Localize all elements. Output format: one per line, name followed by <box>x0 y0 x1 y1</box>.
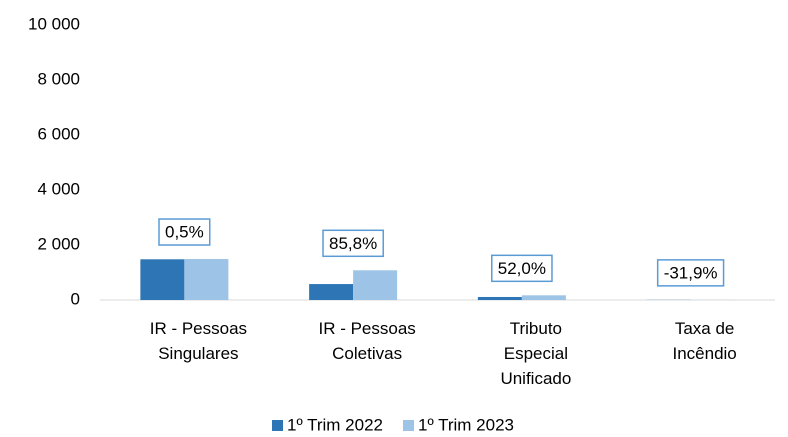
annotation: 52,0% <box>498 259 546 278</box>
legend-swatch <box>403 420 414 431</box>
x-tick-label: IR - Pessoas Coletivas <box>318 319 415 363</box>
x-tick-label: Taxa de Incêndio <box>672 319 736 363</box>
x-tick-label: Tributo Especial Unificado <box>500 319 571 388</box>
annotation-box <box>322 229 384 258</box>
x-tick-label-line: Especial <box>504 344 568 363</box>
x-tick-label-line: Unificado <box>500 369 571 388</box>
y-tick-label: 0 <box>71 289 80 308</box>
x-tick-label-line: Tributo <box>510 319 562 338</box>
legend-item: 1º Trim 2023 <box>403 415 514 434</box>
annotation-box <box>491 254 553 283</box>
y-tick-label: 10 000 <box>28 14 80 33</box>
bar <box>353 270 398 300</box>
y-tick-label: 2 000 <box>37 234 80 253</box>
y-tick-label: 8 000 <box>37 69 80 88</box>
legend-label: 1º Trim 2022 <box>287 415 383 434</box>
x-tick-label: IR - Pessoas Singulares <box>150 319 247 363</box>
annotation-box <box>656 259 725 287</box>
y-tick-label: 4 000 <box>37 179 80 198</box>
bar <box>477 296 522 300</box>
x-tick-label-line: Taxa de <box>675 319 735 338</box>
bar <box>309 284 354 300</box>
x-tick-label-line: Incêndio <box>672 344 736 363</box>
annotation-box <box>158 218 211 246</box>
y-tick-label: 6 000 <box>37 124 80 143</box>
x-tick-label-line: Coletivas <box>332 344 402 363</box>
legend-item: 1º Trim 2022 <box>272 415 383 434</box>
x-tick-label-line: IR - Pessoas <box>150 319 247 338</box>
x-tick-label-line: IR - Pessoas <box>318 319 415 338</box>
x-tick-label-line: Singulares <box>158 344 238 363</box>
annotation: 0,5% <box>165 223 204 242</box>
annotation: 85,8% <box>329 234 377 253</box>
bar <box>184 259 229 300</box>
annotation: -31,9% <box>664 263 718 282</box>
legend-label: 1º Trim 2023 <box>418 415 514 434</box>
legend-swatch <box>272 420 284 431</box>
bar <box>140 259 185 300</box>
bar <box>521 295 566 300</box>
